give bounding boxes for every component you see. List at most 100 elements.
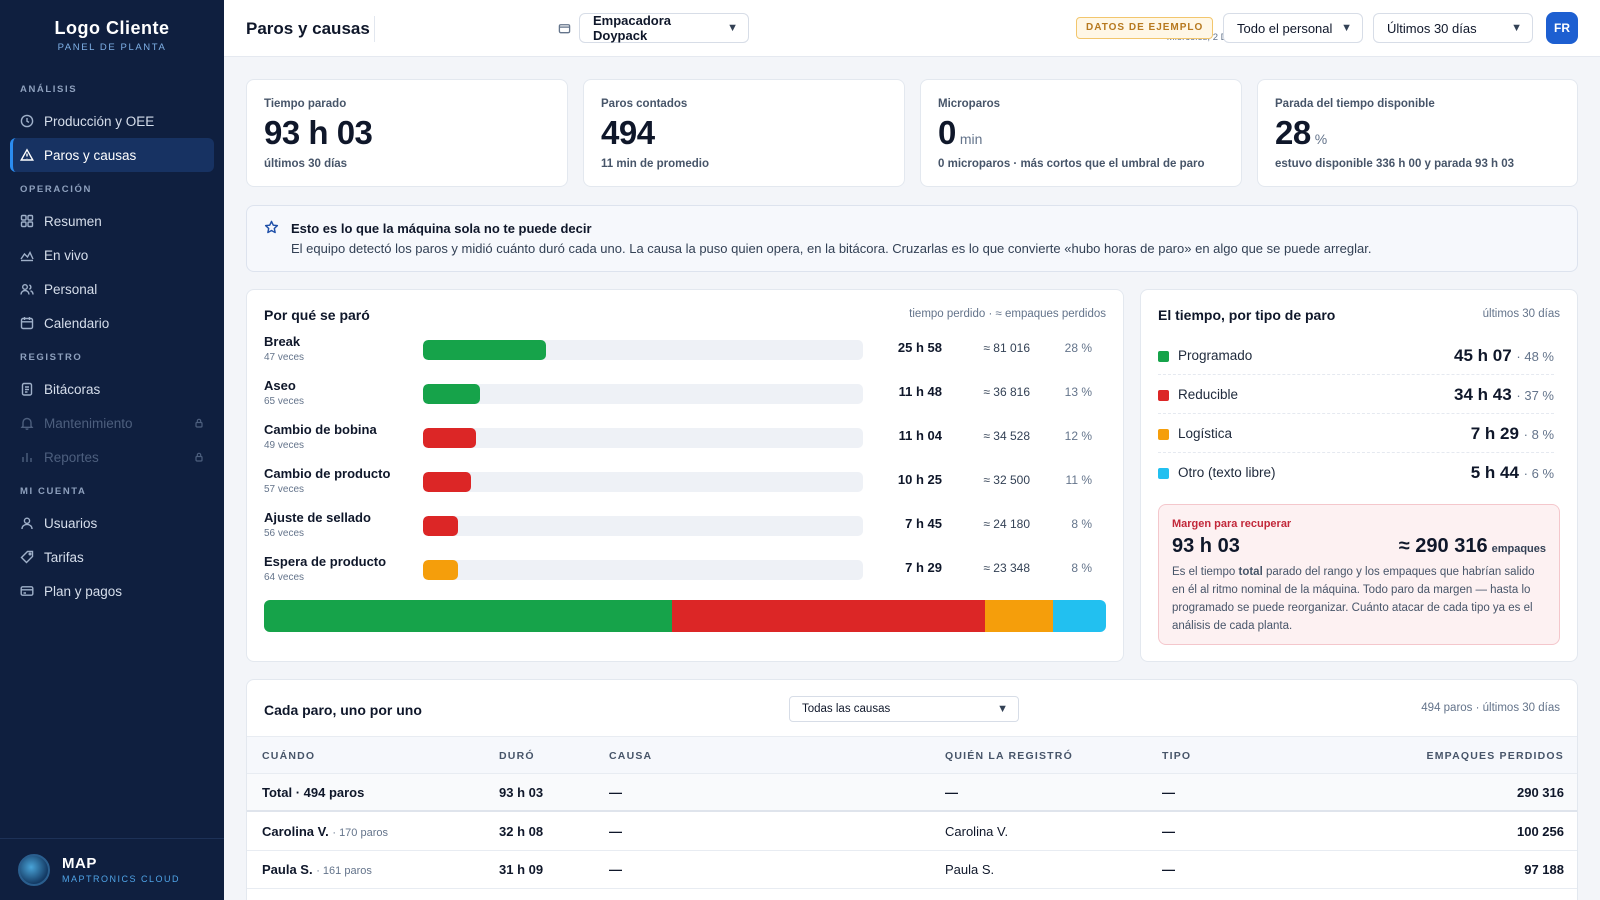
machine-select[interactable]: Empacadora Doypack ▼ (579, 13, 749, 43)
sidebar-item-mantenimiento: Mantenimiento (10, 406, 214, 440)
col-quien[interactable]: QUIÉN LA REGISTRÓ (945, 750, 1073, 762)
reason-bar-fill (423, 428, 476, 448)
stack-segment[interactable] (671, 600, 985, 632)
reason-units: ≈ 32 500 (983, 473, 1030, 487)
staff-select[interactable]: Todo el personal ▼ (1223, 13, 1363, 43)
calendar-icon (20, 316, 34, 330)
types-meta: últimos 30 días (1482, 308, 1560, 320)
col-duro[interactable]: DURÓ (499, 750, 535, 762)
table-total-row: Total · 494 paros 93 h 03 — — — 290 316 (247, 774, 1577, 812)
row-name: Carolina V. · 170 paros (262, 824, 388, 839)
sidebar-item-en-vivo[interactable]: En vivo (10, 238, 214, 272)
reason-row[interactable]: Cambio de producto 57 veces 10 h 25 ≈ 32 50… (264, 466, 1092, 506)
reason-pct: 28 % (1064, 341, 1092, 355)
sidebar: Logo Cliente PANEL DE PLANTA ANÁLISIS Pr… (0, 0, 224, 900)
row-who: Carolina V. (945, 824, 1009, 839)
sidebar-item-tarifas[interactable]: Tarifas (10, 540, 214, 574)
kpi-parada-disponible: Parada del tiempo disponible 28% estuvo … (1257, 79, 1578, 187)
type-row[interactable]: Logística 7 h 29 · 8 % (1158, 415, 1554, 453)
sidebar-item-label: Producción y OEE (44, 113, 155, 129)
sidebar-item-produccion[interactable]: Producción y OEE (10, 104, 214, 138)
reasons-meta: tiempo perdido · ≈ empaques perdidos (909, 308, 1106, 320)
reason-bar-track (423, 384, 863, 404)
type-row[interactable]: Otro (texto libre) 5 h 44 · 6 % (1158, 454, 1554, 492)
reason-row[interactable]: Espera de producto 64 veces 7 h 29 ≈ 23 348… (264, 554, 1092, 594)
footer-title: MAP (62, 855, 97, 872)
reason-row[interactable]: Cambio de bobina 49 veces 11 h 04 ≈ 34 528 1… (264, 422, 1092, 462)
col-cuando[interactable]: CUÁNDO (262, 750, 316, 762)
reason-units: ≈ 24 180 (983, 517, 1030, 531)
type-row[interactable]: Reducible 34 h 43 · 37 % (1158, 376, 1554, 414)
bar-chart-icon (20, 450, 34, 464)
sidebar-item-personal[interactable]: Personal (10, 272, 214, 306)
sidebar-item-bitacoras[interactable]: Bitácoras (10, 372, 214, 406)
lock-icon (194, 416, 204, 431)
margin-time: 93 h 03 (1172, 535, 1240, 557)
range-select[interactable]: Últimos 30 días ▼ (1373, 13, 1533, 43)
avatar[interactable]: FR (1546, 12, 1578, 44)
reason-count: 65 veces (264, 396, 305, 407)
type-color-dot (1158, 468, 1169, 479)
reason-row[interactable]: Aseo 65 veces 11 h 48 ≈ 36 816 13 % (264, 378, 1092, 418)
kpi-label: Paros contados (601, 98, 688, 110)
reasons-title: Por qué se paró (264, 307, 370, 323)
type-name: Otro (texto libre) (1178, 465, 1276, 480)
reason-time: 11 h 48 (898, 384, 942, 399)
total-who: — (945, 785, 958, 800)
table-row[interactable]: Paula S. · 161 paros 31 h 09 — Paula S. — 97 … (247, 851, 1577, 889)
sidebar-item-calendario[interactable]: Calendario (10, 306, 214, 340)
brand-logo[interactable]: Logo Cliente PANEL DE PLANTA (0, 18, 224, 53)
reason-count: 64 veces (264, 572, 305, 583)
cause-filter-select[interactable]: Todas las causas ▼ (789, 696, 1019, 722)
type-color-dot (1158, 429, 1169, 440)
reason-time: 7 h 45 (905, 516, 942, 531)
kpi-microparos: Microparos 0 min 0 microparos · más corto… (920, 79, 1242, 187)
margin-units: ≈ 290 316 empaques (1398, 535, 1546, 557)
kpi-value: 0 min (938, 114, 983, 151)
sidebar-item-resumen[interactable]: Resumen (10, 204, 214, 238)
kpi-sub: estuvo disponible 336 h 00 y parada 93 h… (1275, 158, 1515, 170)
type-stack-bar (264, 600, 1106, 632)
kpi-label: Parada del tiempo disponible (1275, 98, 1435, 110)
type-value: 5 h 44 · 6 % (1470, 463, 1554, 482)
sidebar-item-paros[interactable]: Paros y causas (10, 138, 214, 172)
reason-name: Break (264, 334, 301, 349)
row-cause: — (609, 824, 622, 839)
clock-icon (20, 114, 34, 128)
row-cause: — (609, 862, 622, 877)
kpi-unit: % (1314, 131, 1328, 147)
kpi-value: 28% (1275, 114, 1328, 151)
type-name: Logística (1178, 426, 1233, 441)
col-causa[interactable]: CAUSA (609, 750, 653, 762)
row-duration: 32 h 08 (499, 824, 544, 839)
stack-segment[interactable] (264, 600, 672, 632)
stack-segment[interactable] (984, 600, 1053, 632)
kpi-unit: min (959, 131, 983, 147)
sidebar-item-usuarios[interactable]: Usuarios (10, 506, 214, 540)
stack-segment[interactable] (1052, 600, 1106, 632)
col-empaques[interactable]: EMPAQUES PERDIDOS (1426, 750, 1564, 762)
types-card: El tiempo, por tipo de paro últimos 30 d… (1140, 289, 1578, 662)
col-tipo[interactable]: TIPO (1162, 750, 1192, 762)
sidebar-item-label: Mantenimiento (44, 415, 133, 431)
footer-subtitle: MAPTRONICS CLOUD (62, 874, 181, 884)
users-icon (20, 282, 34, 296)
reason-row[interactable]: Ajuste de sellado 56 veces 7 h 45 ≈ 24 180 8… (264, 510, 1092, 550)
reason-pct: 8 % (1071, 517, 1092, 531)
sidebar-item-label: Paros y causas (44, 147, 137, 163)
sidebar-item-label: Bitácoras (44, 381, 101, 397)
sidebar-item-plan[interactable]: Plan y pagos (10, 574, 214, 608)
reason-bar-track (423, 516, 863, 536)
table-row[interactable]: Diana O. · 163 paros29 h 46—Diana O.—92 … (247, 889, 1577, 900)
section-registro: REGISTRO (20, 352, 83, 363)
type-row[interactable]: Programado 45 h 07 · 48 % (1158, 337, 1554, 375)
sidebar-item-label: Reportes (44, 449, 99, 465)
reason-row[interactable]: Break 47 veces 25 h 58 ≈ 81 016 28 % (264, 334, 1092, 374)
reason-bar-track (423, 428, 863, 448)
reasons-card: Por qué se paró tiempo perdido · ≈ empaq… (246, 289, 1124, 662)
type-value: 34 h 43 · 37 % (1454, 385, 1554, 404)
total-units: 290 316 (1517, 785, 1564, 800)
reason-name: Ajuste de sellado (264, 510, 371, 525)
table-row[interactable]: Carolina V. · 170 paros 32 h 08 — Carolina … (247, 813, 1577, 851)
kpi-tiempo-parado: Tiempo parado 93 h 03 últimos 30 días (246, 79, 568, 187)
